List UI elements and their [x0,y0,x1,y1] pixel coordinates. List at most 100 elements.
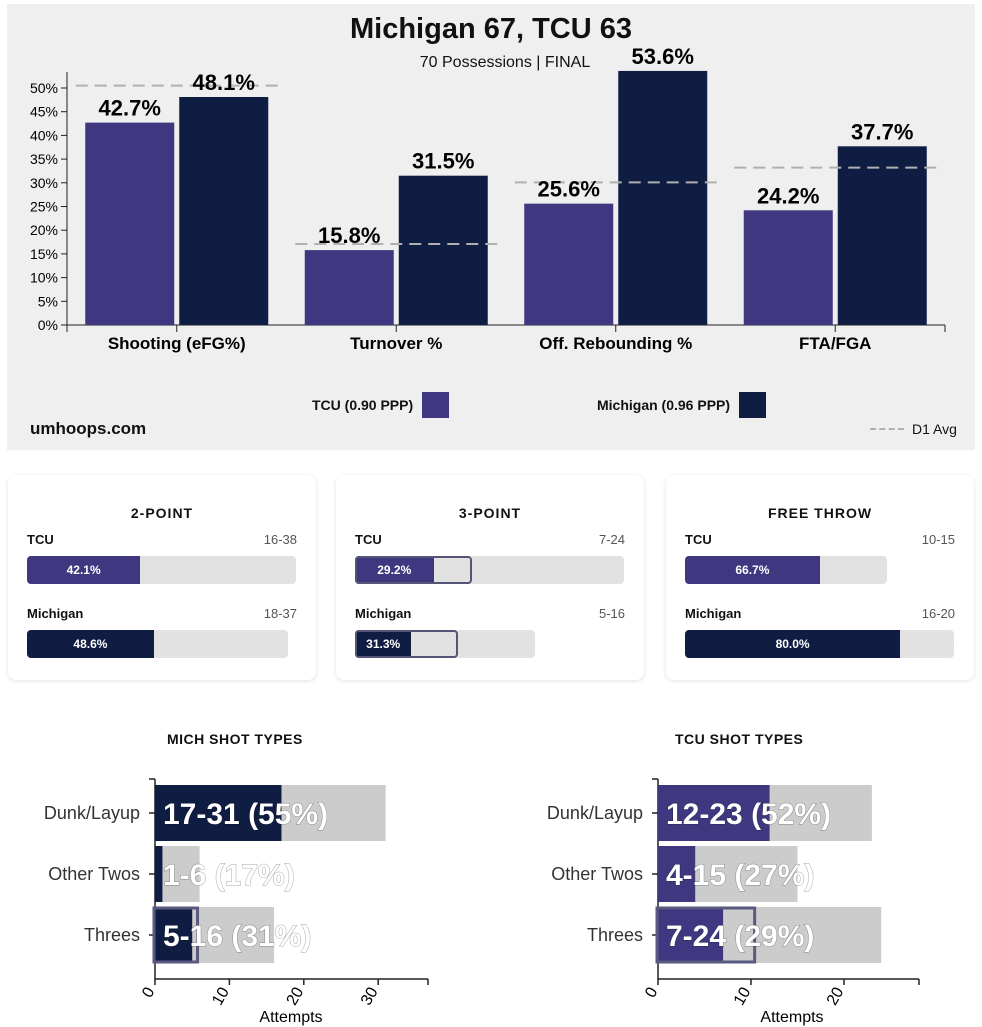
chart-title: Michigan 67, TCU 63 [349,13,632,45]
y-tick-label: Dunk/Layup [44,803,140,823]
bar-michigan [837,146,927,325]
pct-fill: 31.3% [355,630,412,658]
pct-fill: 80.0% [685,630,901,658]
made-bar [155,846,163,902]
legend-michigan-label: Michigan (0.96 PPP) [597,397,731,413]
legend-michigan: Michigan (0.96 PPP) [597,392,767,418]
y-tick-label: 50% [30,80,58,96]
data-label-michigan: 53.6% [632,44,694,69]
data-label-tcu: 25.6% [538,177,600,202]
pct-track: 80.0% [685,630,954,658]
x-tick-label: 20 [824,984,848,1008]
bar-tcu [304,250,394,325]
pct-fill: 48.6% [27,630,154,658]
x-tick-label: FTA/FGA [799,334,871,353]
y-tick-label: 10% [30,270,58,286]
team-label: TCU [355,532,382,547]
legend-tcu-label: TCU (0.90 PPP) [312,397,414,413]
y-tick-label: Other Twos [551,864,643,884]
shot-type-data-label: 7-24 (29%) [666,920,814,953]
shot-type-data-label: 1-6 (17%) [163,859,295,892]
four-factors-panel: 0% 5% 10% 15% 20% 25% 30% 35% 40% 45% 50% Shooting … [7,4,975,450]
x-tick-label: Off. Rebounding % [539,334,692,353]
made-bar [658,785,770,841]
team-label: Michigan [355,606,412,621]
y-tick-label: 40% [30,127,58,143]
data-label-michigan: 37.7% [851,119,913,144]
threes-outline [355,556,472,584]
y-tick-label: 35% [30,151,58,167]
y-tick-label: Dunk/Layup [547,803,643,823]
shooting-card-2-point: 2-POINT TCU 16-38 42.1% Michigan 18-37 48.6% [8,475,316,680]
shot-type-data-label: 5-16 (31%) [163,920,311,953]
x-tick-label: 10 [731,984,755,1008]
y-tick-label: 25% [30,199,58,215]
data-label-tcu: 24.2% [757,183,819,208]
made-attempted: 18-37 [263,606,297,621]
made-attempted: 16-20 [921,606,955,621]
y-tick-label: 0% [38,317,58,333]
bar-michigan [179,97,269,325]
tcu-shot-types-title: TCU SHOT TYPES [675,731,804,747]
shooting-card-3-point: 3-POINT TCU 7-24 29.2% Michigan 5-16 31.3% [336,475,644,680]
made-bar [658,907,724,963]
threes-outline [655,906,757,964]
data-label-tcu: 15.8% [318,223,380,248]
shot-type-data-label: 17-31 (55%) [163,798,328,831]
team-label: TCU [27,532,54,547]
pct-fill: 29.2% [355,556,434,584]
team-label: Michigan [27,606,84,621]
card-title: 3-POINT [458,505,522,521]
y-tick-label: Other Twos [48,864,140,884]
x-tick-label: 0 [642,984,661,1000]
x-tick-label: 10 [209,984,233,1008]
x-axis-label: Attempts [259,1009,322,1026]
shooting-card-free-throw: FREE THROW TCU 10-15 66.7% Michigan 16-20 80.0… [666,475,974,680]
made-attempted: 16-38 [263,532,297,547]
threes-outline [152,906,200,964]
data-label-tcu: 42.7% [99,96,161,121]
pct-track: 48.6% [27,630,288,658]
threes-outline [355,630,458,658]
x-tick-label: 20 [284,984,308,1008]
data-label-michigan: 31.5% [412,149,474,174]
pct-track: 66.7% [685,556,887,584]
y-tick-label: 15% [30,246,58,262]
x-tick-label: 30 [358,984,382,1008]
shot-type-data-label: 4-15 (27%) [666,859,814,892]
chart-subtitle: 70 Possessions | FINAL [419,54,591,71]
made-bar [658,846,696,902]
bar-michigan [398,175,488,325]
legend-tcu: TCU (0.90 PPP) [312,392,450,418]
mich-shot-types-title: MICH SHOT TYPES [167,731,303,747]
x-tick-label: Turnover % [350,334,442,353]
y-tick-label: 20% [30,222,58,238]
bar-michigan [618,70,708,325]
pct-track: 31.3% [355,630,535,658]
bar-tcu [743,210,833,325]
made-attempted: 5-16 [598,606,625,621]
legend-d1-avg: D1 Avg [870,421,957,437]
made-attempted: 10-15 [921,532,955,547]
pct-fill: 66.7% [685,556,820,584]
pct-track: 29.2% [355,556,624,584]
x-tick-label: 0 [139,984,158,1000]
legend-avg-dash [870,428,904,430]
pct-fill: 42.1% [27,556,141,584]
card-title: FREE THROW [767,505,873,521]
shot-type-data-label: 12-23 (52%) [666,798,831,831]
made-bar [155,785,282,841]
y-tick-label: 45% [30,104,58,120]
card-title: 2-POINT [130,505,194,521]
y-tick-label: Threes [587,925,643,945]
bar-tcu [524,203,614,325]
pct-track: 42.1% [27,556,296,584]
bar-tcu [85,122,175,326]
four-factors-chart: 0% 5% 10% 15% 20% 25% 30% 35% 40% 45% 50% Shooting … [30,44,946,353]
data-label-michigan: 48.1% [193,70,255,95]
x-axis-label: Attempts [760,1009,823,1026]
made-attempted: 7-24 [598,532,625,547]
team-label: Michigan [685,606,742,621]
y-tick-label: 5% [38,293,58,309]
